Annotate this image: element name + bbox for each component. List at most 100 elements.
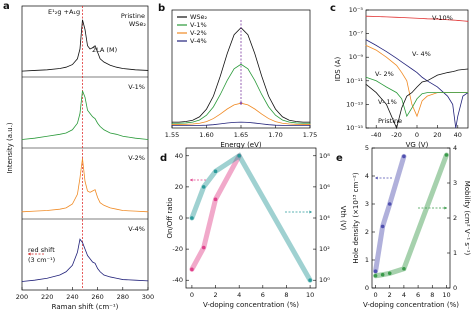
y-tick-label: 10⁻¹¹ <box>346 77 363 85</box>
x-tick-label: 10 <box>306 291 314 299</box>
y-tick-label: -40 <box>172 276 183 284</box>
y2-tick-label: 2 <box>453 214 457 222</box>
panel-letter: b <box>158 3 165 14</box>
legend-label: V-2% <box>190 29 207 37</box>
series-line <box>373 153 407 274</box>
y-axis-title: Hole density (×10¹³ cm⁻²) <box>352 172 360 263</box>
y-tick-label: 0 <box>179 214 183 222</box>
x-tick-label: 280 <box>117 293 129 301</box>
y-tick-label: 4 <box>365 172 369 180</box>
annotation: 2LA (M) <box>92 46 117 54</box>
plot-frame <box>185 147 317 289</box>
x-axis-title: Energy (eV) <box>220 141 262 149</box>
y-tick-label: 10⁻⁹ <box>349 53 364 61</box>
y-tick-label: 5 <box>365 144 369 152</box>
series-line <box>171 63 311 124</box>
point <box>387 202 392 206</box>
series-label: V-1% <box>128 83 145 91</box>
point <box>308 278 312 283</box>
x-tick-label: 1.75 <box>303 131 317 139</box>
annotation: E¹₂g +A₁g <box>48 8 80 16</box>
point <box>190 267 194 272</box>
series-label: V- 4% <box>412 50 431 58</box>
y2-tick-label: 0 <box>453 284 457 292</box>
series-line <box>21 90 149 140</box>
y-tick-label: 3 <box>365 200 369 208</box>
series-label: V-4% <box>128 225 145 233</box>
x-tick-label: 220 <box>41 293 53 301</box>
y2-tick-label: 3 <box>453 179 457 187</box>
series-line <box>365 76 469 118</box>
x-tick-label: 2 <box>213 291 217 299</box>
annotation: red shift <box>28 246 55 254</box>
series-label: V- 1% <box>378 98 397 106</box>
arrow-head <box>444 206 447 210</box>
x-tick-label: 8 <box>430 291 434 299</box>
point <box>237 153 241 158</box>
x-tick-label: -20 <box>391 131 402 139</box>
y-axis-title: IDS (A) <box>334 57 342 82</box>
x-axis-title: VG (V) <box>406 141 429 149</box>
series-line <box>365 15 469 22</box>
point <box>380 272 385 277</box>
y-tick-label: 2 <box>365 228 369 236</box>
x-axis-title: V-doping concentration (%) <box>363 301 459 309</box>
legend-label: WSe₂ <box>190 13 208 21</box>
x-axis-title: V-doping concentration (%) <box>203 301 299 309</box>
y2-tick-label: 10² <box>319 245 330 253</box>
arrow-head <box>28 252 31 256</box>
x-tick-label: 0 <box>190 291 194 299</box>
y-tick-label: 10⁻⁵ <box>349 6 364 14</box>
y-tick-label: 10⁻⁷ <box>349 30 364 38</box>
x-tick-label: 6 <box>261 291 265 299</box>
series-line <box>171 102 311 125</box>
series-label: V-10% <box>432 14 453 22</box>
x-tick-label: 1.70 <box>268 131 282 139</box>
point <box>373 269 378 274</box>
panel-letter: d <box>160 153 167 164</box>
x-axis-title: Raman shift (cm⁻¹) <box>52 303 119 311</box>
series-line <box>189 153 242 272</box>
plot-frame <box>365 9 469 129</box>
series-line <box>365 68 469 130</box>
panel-letter: e <box>336 153 343 164</box>
y-tick-label: 40 <box>175 152 183 160</box>
series-label: V-2% <box>128 154 145 162</box>
legend-label: V-4% <box>190 37 207 45</box>
y-tick-label: 0 <box>365 284 369 292</box>
x-tick-label: 1.60 <box>199 131 213 139</box>
series-label: Pristine <box>121 12 145 20</box>
point <box>201 245 206 250</box>
series-label: V- 2% <box>375 70 394 78</box>
y-tick-label: 20 <box>175 183 183 191</box>
x-tick-label: 1.55 <box>165 131 179 139</box>
series-line <box>171 121 311 127</box>
series-line <box>21 19 149 72</box>
y-tick-label: 1 <box>365 256 369 264</box>
point <box>402 266 406 271</box>
y2-tick-label: 10⁰ <box>319 276 330 284</box>
x-tick-label: 0 <box>373 291 377 299</box>
x-tick-label: 6 <box>416 291 420 299</box>
series-line <box>365 39 469 129</box>
point <box>402 154 406 159</box>
series-line <box>21 158 149 213</box>
y2-tick-label: 1 <box>453 249 457 257</box>
x-tick-label: 0 <box>415 131 419 139</box>
y2-tick-label: 10⁸ <box>319 152 330 160</box>
x-tick-label: 200 <box>16 293 28 301</box>
y2-axis-title: Mobility (cm² V⁻¹ s⁻¹) <box>463 181 471 256</box>
point <box>201 185 206 189</box>
y2-tick-label: 4 <box>453 144 457 152</box>
y-axis-title: On/Off ratio <box>166 197 174 238</box>
x-tick-label: 240 <box>66 293 78 301</box>
arrow-head <box>309 210 312 214</box>
point <box>387 271 392 276</box>
x-tick-label: 4 <box>237 291 241 299</box>
arrow-head <box>375 176 378 180</box>
x-tick-label: 260 <box>91 293 103 301</box>
annotation: WSe₂ <box>129 20 147 28</box>
point <box>213 169 218 174</box>
y2-axis-title: Vth (V) <box>339 206 347 231</box>
